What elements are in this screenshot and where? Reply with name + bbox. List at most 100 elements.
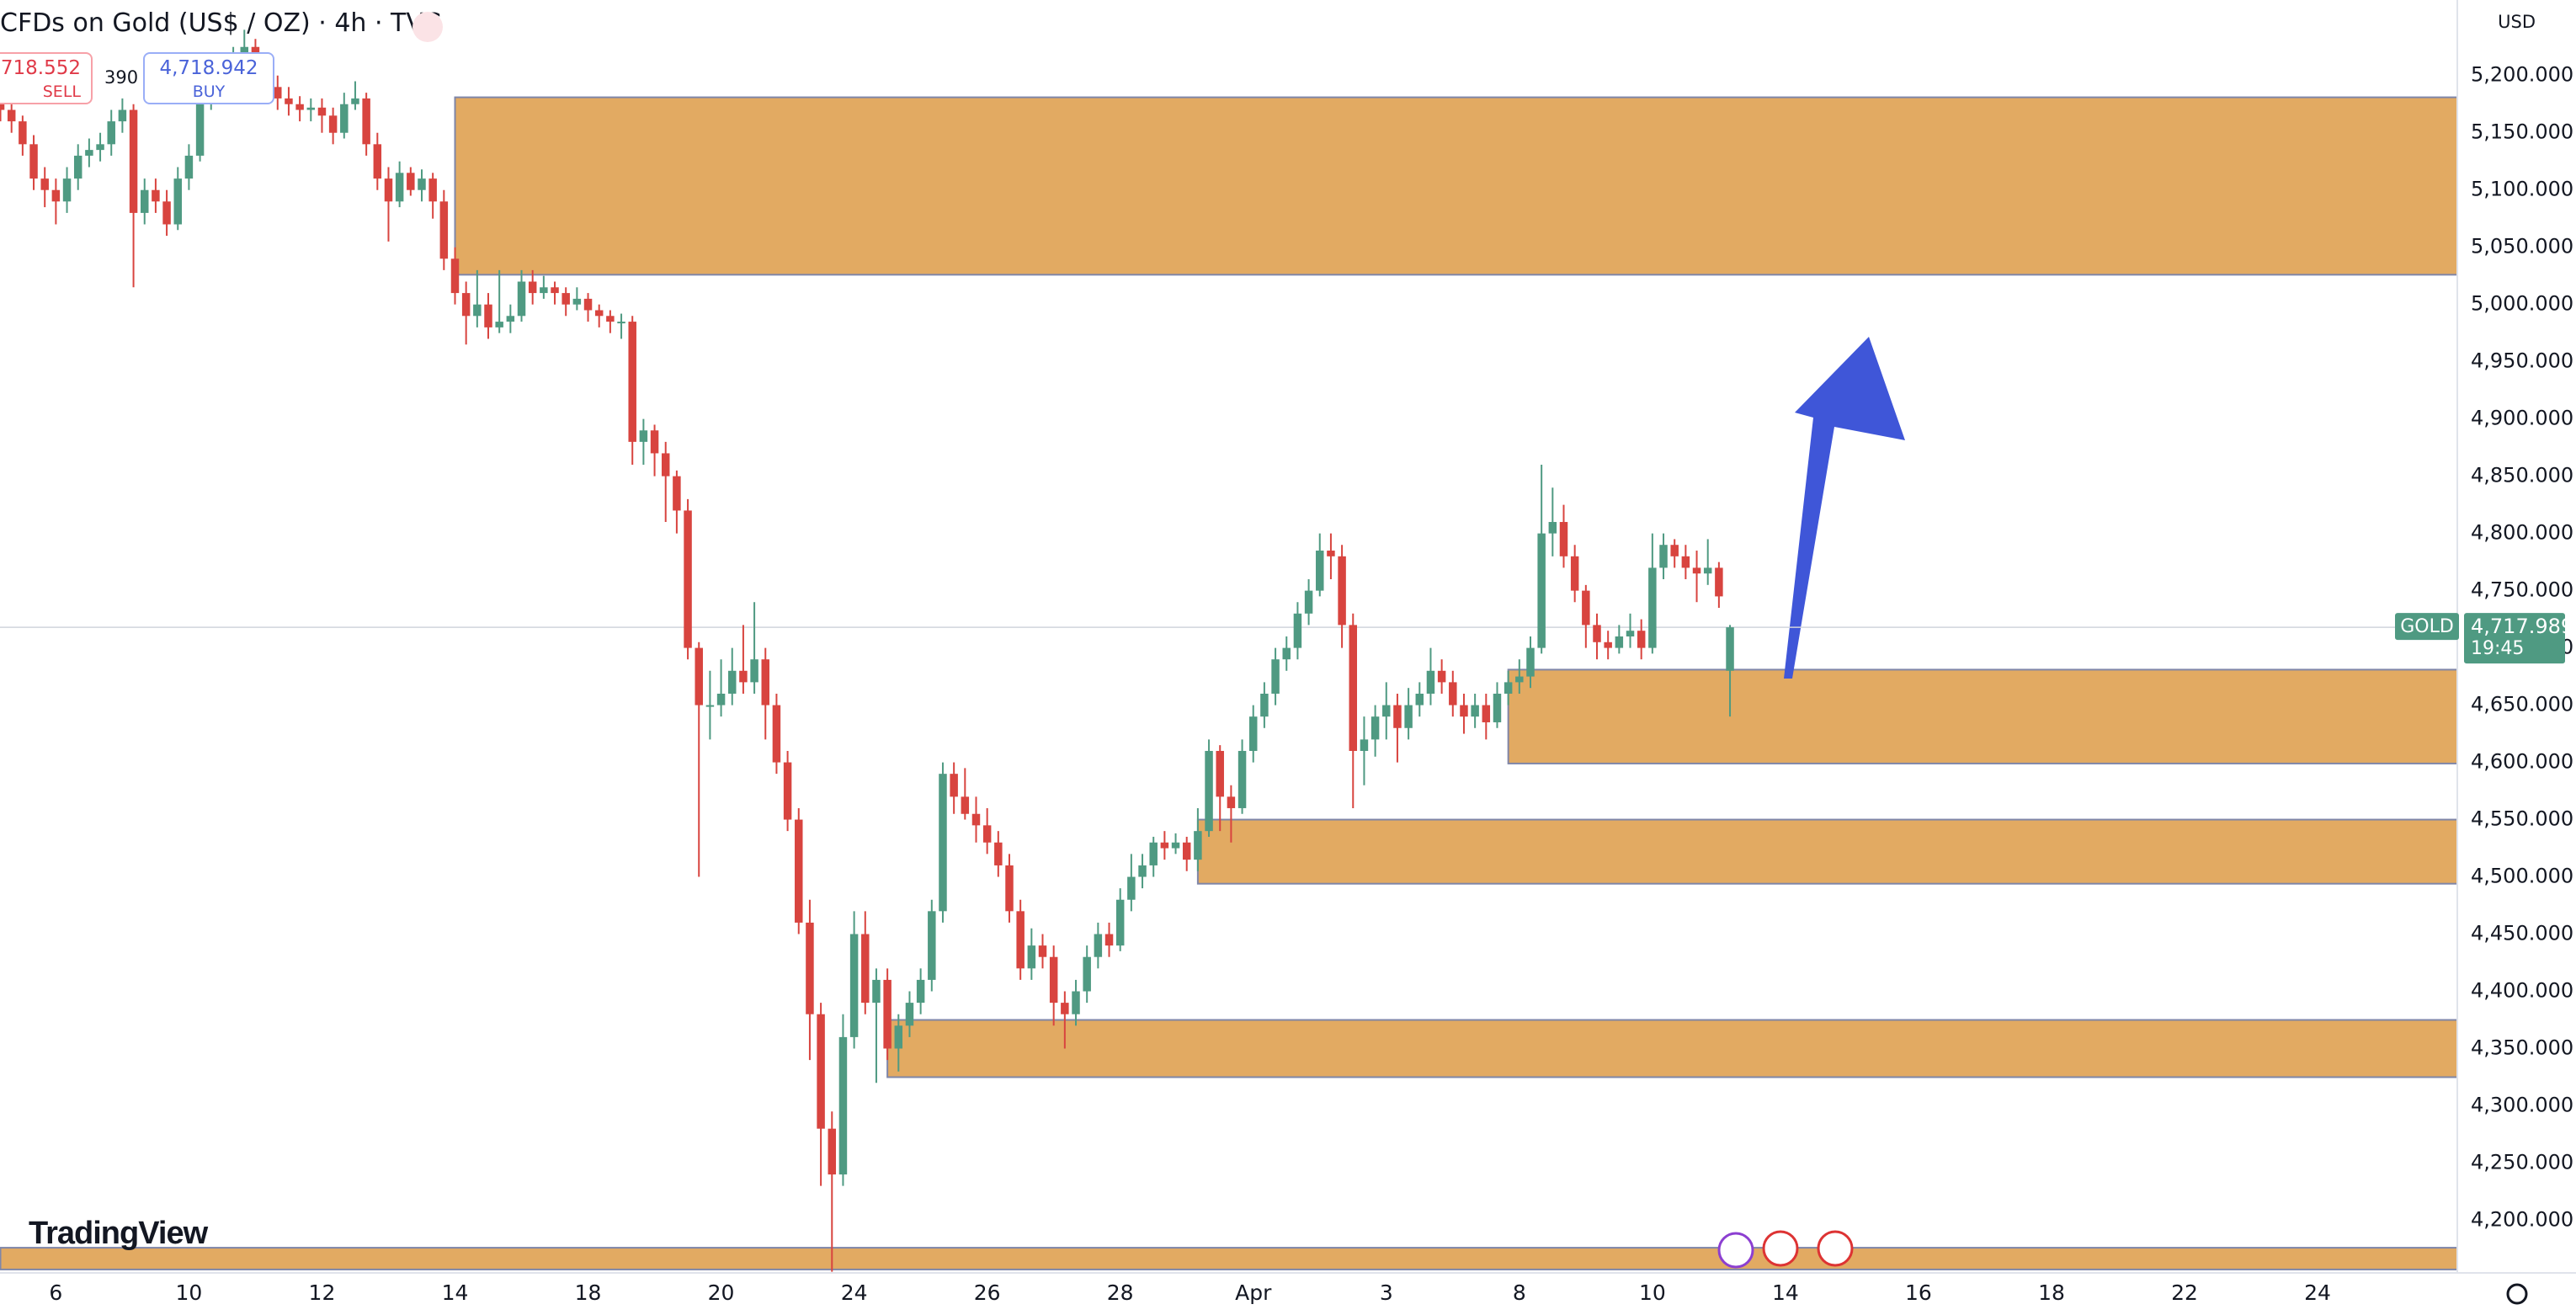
x-tick-label: 3 <box>1380 1280 1393 1305</box>
candle-body <box>650 430 659 454</box>
candle-body <box>1681 556 1690 568</box>
candle-body <box>195 98 205 156</box>
candle-body <box>982 825 992 843</box>
candle-body <box>1370 716 1380 740</box>
candle-body <box>728 670 737 694</box>
candle-body <box>572 298 582 305</box>
candle-body <box>62 178 72 202</box>
candle-body <box>1016 911 1025 969</box>
candle-body <box>950 774 958 797</box>
settings-icon[interactable] <box>2506 1283 2528 1305</box>
candle-body <box>129 109 138 213</box>
countdown-label: 19:45 <box>2471 638 2524 659</box>
candle-body <box>1382 705 1391 717</box>
candle-body <box>1726 627 1734 671</box>
candle-body <box>317 107 327 116</box>
candle-body <box>594 310 604 317</box>
candle-body <box>362 98 370 145</box>
x-tick-label: 18 <box>575 1280 602 1305</box>
candle-body <box>872 979 881 1004</box>
candle-body <box>961 796 970 814</box>
y-tick-label: 4,750.000 <box>2471 578 2573 602</box>
candle-body <box>51 189 61 202</box>
candle-body <box>1670 545 1679 556</box>
candle-body <box>1360 739 1369 751</box>
candle-body <box>1205 750 1213 832</box>
candle-body <box>373 144 382 179</box>
candle-body <box>140 189 149 213</box>
candle-body <box>1493 693 1502 722</box>
candle-body <box>1248 716 1258 751</box>
price-badge <box>2464 613 2565 664</box>
event-icon <box>1717 1232 1754 1269</box>
candle-body <box>716 693 726 705</box>
buy-label: BUY <box>192 83 226 101</box>
y-tick-label: 4,550.000 <box>2471 807 2573 831</box>
candle-body <box>916 979 925 1004</box>
y-tick-label: 4,800.000 <box>2471 521 2573 545</box>
y-tick-label: 4,450.000 <box>2471 922 2573 945</box>
zone <box>454 96 2458 276</box>
candle-body <box>739 670 748 683</box>
candle-body <box>1526 647 1535 677</box>
currency-selector[interactable]: USD <box>2498 12 2536 32</box>
candle-body <box>1593 625 1601 642</box>
candle-body <box>1194 831 1202 860</box>
candle-body <box>1449 682 1457 705</box>
candle-body <box>306 107 316 110</box>
candle-body <box>551 287 559 294</box>
candle-body <box>1437 670 1446 683</box>
sell-price: 718.552 <box>0 57 81 79</box>
candle-body <box>661 453 670 476</box>
candle-body <box>340 104 349 133</box>
candle-body <box>384 178 393 202</box>
last-price-label: 4,717.989 <box>2471 615 2573 638</box>
candle-body <box>817 1014 825 1129</box>
x-tick-label: 6 <box>49 1280 62 1305</box>
candle-body <box>274 87 282 98</box>
candle-body <box>1227 796 1236 808</box>
candle-body <box>761 659 769 705</box>
sell-button[interactable]: 718.552 SELL <box>0 52 93 104</box>
candle-body <box>418 178 426 190</box>
candle-body <box>40 178 49 190</box>
candle-body <box>1171 842 1180 849</box>
candle-body <box>450 258 460 294</box>
buy-button[interactable]: 4,718.942 BUY <box>143 52 274 104</box>
candle-body <box>1282 647 1291 660</box>
candle-body <box>1072 991 1080 1014</box>
y-tick-label: 5,150.000 <box>2471 120 2573 144</box>
candle-body <box>838 1036 848 1175</box>
symbol-label: GOLD <box>2400 616 2454 637</box>
indicator-icon[interactable] <box>412 12 443 42</box>
candle-body <box>1482 705 1491 722</box>
candle-body <box>1304 590 1313 614</box>
candle-body <box>162 201 171 225</box>
candle-body <box>1316 551 1324 591</box>
candle-body <box>1138 865 1147 877</box>
y-tick-label: 4,350.000 <box>2471 1035 2573 1059</box>
y-tick-label: 5,050.000 <box>2471 235 2573 258</box>
candle-body <box>407 173 415 190</box>
y-tick-label: 4,400.000 <box>2471 979 2573 1003</box>
candle-body <box>495 322 503 327</box>
candle-body <box>1216 750 1224 797</box>
candle-body <box>1570 556 1579 591</box>
candle-body <box>750 659 758 683</box>
x-tick-label: 28 <box>1107 1280 1134 1305</box>
candle-body <box>1005 865 1014 912</box>
candle-body <box>295 104 304 110</box>
candle-body <box>439 201 449 259</box>
candle-body <box>1559 522 1568 556</box>
candle-body <box>1504 682 1513 694</box>
candle-body <box>428 178 437 202</box>
candle-body <box>1548 522 1557 534</box>
candle-body <box>1271 659 1280 694</box>
x-tick-label: 10 <box>176 1280 203 1305</box>
candle-body <box>1515 676 1524 683</box>
candle-body <box>528 281 537 294</box>
candle-body <box>328 115 338 133</box>
y-tick-label: 4,900.000 <box>2471 407 2573 430</box>
candle-body <box>1149 842 1158 865</box>
